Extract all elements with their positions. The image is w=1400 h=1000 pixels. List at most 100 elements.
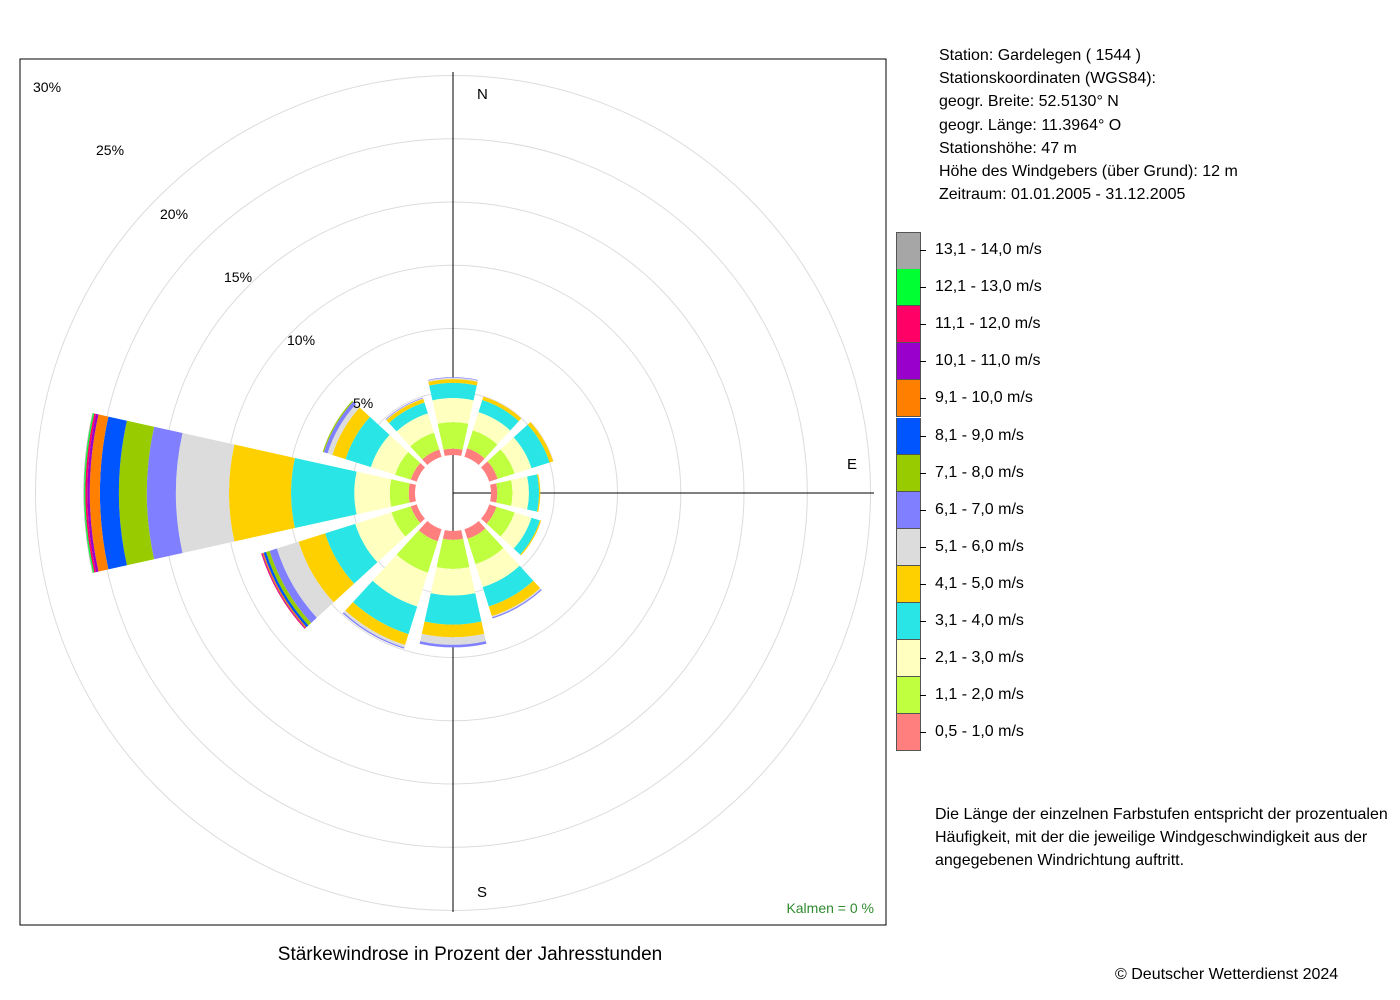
wedge-150-class-1	[467, 528, 504, 565]
wedge-270-class-0	[408, 483, 416, 503]
wedge-240-class-7	[265, 550, 312, 626]
wedge-210-class-1	[396, 530, 438, 573]
legend-swatch	[896, 343, 921, 381]
wedge-270-class-11	[85, 413, 97, 573]
wedge-270-class-12	[84, 413, 95, 573]
station-elevation: Stationshöhe: 47 m	[939, 139, 1077, 157]
wedge-180-class-4	[421, 621, 485, 638]
sector-210	[342, 521, 442, 649]
wedge-240-class-0	[410, 504, 425, 523]
wedge-120-class-1	[486, 506, 515, 537]
wedge-60-class-2	[500, 437, 532, 474]
legend-swatch	[896, 603, 921, 640]
sector-0	[427, 377, 479, 456]
wedge-30-class-1	[467, 430, 498, 459]
wedge-120-class-2	[500, 512, 532, 549]
sector-180	[419, 530, 487, 648]
wedge-270-class-9	[89, 414, 109, 572]
wedge-210-class-2	[372, 554, 428, 607]
legend-tick	[920, 546, 926, 548]
wedge-270-class-1	[389, 479, 410, 507]
wedge-210-class-5	[343, 610, 406, 648]
legend-label: 11,1 - 12,0 m/s	[935, 315, 1041, 333]
legend-label: 13,1 - 14,0 m/s	[935, 241, 1042, 258]
wedge-330-class-3	[388, 402, 428, 432]
legend-tick	[920, 509, 926, 511]
legend-swatch	[896, 306, 921, 344]
wedge-120-class-0	[481, 504, 497, 524]
wedge-150-class-2	[475, 548, 520, 588]
wedge-0-class-1	[437, 422, 469, 450]
legend-label: 0,5 - 1,0 m/s	[935, 723, 1024, 741]
wedge-210-class-3	[352, 580, 418, 635]
wedge-300-class-2	[370, 434, 409, 475]
legend-tick	[920, 732, 926, 734]
wedge-90-class-2	[511, 476, 529, 510]
legend-swatch	[896, 640, 921, 678]
station-name: Station: Gardelegen ( 1544 )	[939, 47, 1141, 64]
legend-label: 5,1 - 6,0 m/s	[935, 537, 1024, 555]
radial-tick-label-20: 20%	[160, 206, 188, 222]
wedge-150-class-3	[482, 565, 534, 607]
direction-label-e: E	[847, 456, 857, 473]
wedge-180-class-0	[442, 530, 464, 540]
legend-tick	[920, 398, 926, 400]
chart-description: Die Länge der einzelnen Farbstufen entsp…	[935, 806, 1388, 869]
wedge-330-class-0	[422, 449, 442, 465]
wedge-0-class-3	[429, 382, 477, 401]
sector-330	[385, 397, 442, 465]
legend-item-12: 12,1 - 13,0 m/s	[896, 269, 1296, 307]
station-coordinates-heading: Stationskoordinaten (WGS84):	[939, 70, 1156, 88]
legend-swatch	[896, 417, 921, 455]
wedge-90-class-4	[537, 474, 541, 512]
wedge-210-class-0	[418, 521, 442, 542]
wedge-240-class-5	[276, 541, 334, 618]
legend-tick	[920, 324, 926, 326]
wedge-330-class-4	[386, 398, 425, 424]
legend-swatch	[896, 714, 921, 752]
wedge-270-class-10	[87, 413, 99, 573]
legend-label: 7,1 - 8,0 m/s	[935, 463, 1024, 481]
legend-tick	[920, 250, 926, 251]
wedge-180-class-2	[430, 567, 476, 596]
wedge-240-class-1	[391, 506, 421, 537]
wedge-240-class-3	[325, 523, 378, 584]
legend-label: 3,1 - 4,0 m/s	[935, 612, 1024, 629]
copyright: © Deutscher Wetterdienst 2024	[1115, 966, 1339, 983]
legend-label: 9,1 - 10,0 m/s	[935, 389, 1033, 407]
plot-frame	[19, 58, 887, 926]
legend-label: 2,1 - 3,0 m/s	[935, 649, 1024, 667]
legend-item-3: 3,1 - 4,0 m/s	[896, 603, 1296, 640]
wedge-0-class-6	[427, 377, 479, 381]
wedge-300-class-3	[345, 416, 390, 468]
sector-120	[481, 504, 542, 556]
wedge-330-class-2	[396, 413, 434, 447]
legend-tick	[920, 695, 926, 697]
wedge-60-class-0	[481, 461, 498, 482]
legend-item-13: 13,1 - 14,0 m/s	[896, 232, 1296, 270]
legend-swatch	[896, 454, 921, 492]
wedge-60-class-3	[513, 424, 550, 469]
wedge-270-class-2	[354, 471, 392, 515]
legend-swatch	[896, 565, 921, 603]
wedge-270-class-4	[229, 444, 295, 542]
wedge-180-class-1	[436, 538, 470, 569]
radial-tick-label-25: 25%	[96, 142, 124, 158]
wedge-30-class-2	[472, 412, 511, 445]
legend-item-0: 0,5 - 1,0 m/s	[896, 714, 1296, 752]
wedge-300-class-6	[323, 401, 356, 454]
legend-tick	[920, 583, 926, 585]
radial-tick-label-5: 5%	[353, 395, 373, 411]
chart-title: Stärkewindrose in Prozent der Jahresstun…	[278, 944, 662, 965]
wedge-0-class-4	[428, 379, 478, 386]
station-latitude: geogr. Breite: 52.5130° N	[939, 93, 1119, 111]
legend-tick	[920, 435, 926, 437]
calm-label: Kalmen = 0 %	[786, 900, 874, 916]
legend-item-5: 5,1 - 6,0 m/s	[896, 528, 1296, 566]
wedge-90-class-0	[490, 483, 498, 503]
legend-item-8: 8,1 - 9,0 m/s	[896, 417, 1296, 455]
direction-label-s: S	[477, 884, 487, 901]
sector-150	[464, 521, 542, 619]
wedge-270-class-3	[291, 457, 357, 529]
